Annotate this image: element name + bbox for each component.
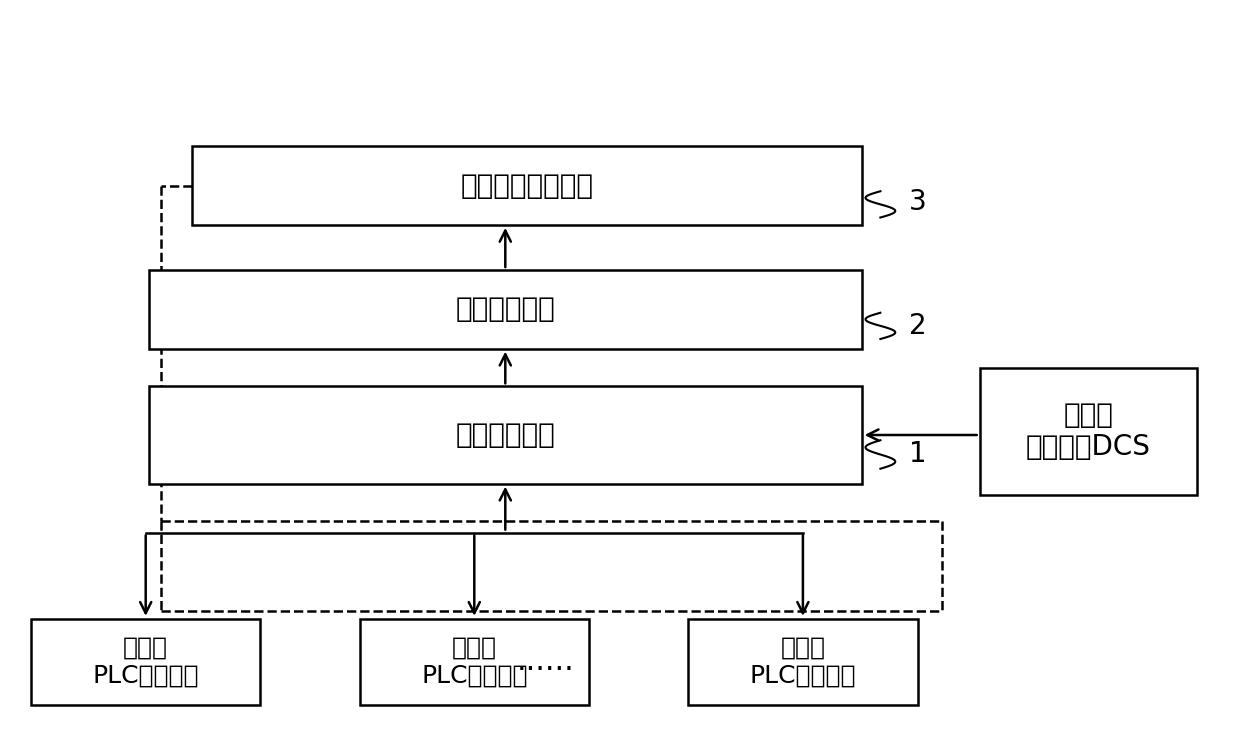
Bar: [688, 619, 918, 705]
Bar: [149, 386, 862, 484]
Text: ......: ......: [517, 647, 574, 676]
Text: 换热站
PLC控制装置: 换热站 PLC控制装置: [750, 636, 856, 688]
Bar: [980, 368, 1197, 495]
Bar: [192, 146, 862, 225]
Bar: [31, 619, 260, 705]
Text: 2: 2: [909, 312, 926, 340]
Text: 换热站
PLC控制装置: 换热站 PLC控制装置: [422, 636, 527, 688]
Text: 数据智能管理系统: 数据智能管理系统: [460, 172, 594, 200]
Text: 电厂侧
热网首站DCS: 电厂侧 热网首站DCS: [1025, 401, 1151, 461]
Bar: [360, 619, 589, 705]
Text: 1: 1: [909, 440, 926, 468]
Text: 换热站
PLC控制装置: 换热站 PLC控制装置: [93, 636, 198, 688]
Text: 数据处理系统: 数据处理系统: [455, 296, 556, 323]
Text: 3: 3: [909, 188, 926, 217]
Text: 数据采集系统: 数据采集系统: [455, 421, 556, 449]
Bar: [149, 270, 862, 349]
